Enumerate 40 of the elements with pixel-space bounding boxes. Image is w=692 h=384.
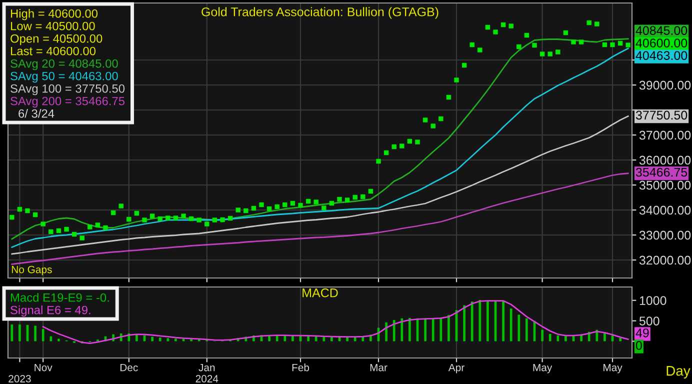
annotation: High = 40600.00 — [10, 9, 98, 20]
x-tick-label: Feb — [292, 364, 310, 372]
x-tick-label: Dec — [120, 364, 138, 372]
series-label: Signal E6 = 49. — [10, 306, 90, 317]
x-tick-label: Jan 2024 — [196, 364, 218, 382]
data-label: 40845.00 — [636, 26, 688, 35]
x-tick-label: May — [533, 364, 552, 374]
data-label: 0 — [636, 340, 642, 350]
chart-title: MACD — [302, 288, 338, 298]
text: SAvg 200 = 35466.75 — [10, 96, 125, 108]
annotation: Low = 40500.00 — [10, 22, 95, 30]
text: SAvg 100 = 37750.50 — [10, 84, 125, 96]
x-tick-label: Apr — [448, 364, 464, 374]
text: Day — [666, 366, 690, 378]
x-tick-label: 2023 — [8, 375, 31, 382]
data-label: 49 — [636, 328, 649, 338]
y-tick-label: 33000.00 — [639, 230, 691, 240]
annotation: Last = 40600.00 — [10, 46, 96, 56]
text: SAvg 20 = 40845.00 — [10, 59, 118, 70]
y-tick-label: 34000.00 — [639, 206, 691, 215]
y-tick-label: 500 — [639, 316, 660, 326]
x-tick-label: Mar — [370, 364, 388, 372]
y-tick-label: 37000.00 — [639, 130, 691, 140]
data-label: 40600.00 — [636, 38, 688, 48]
y-tick-label: 39000.00 — [639, 80, 691, 90]
x-tick-label: Nov — [34, 364, 52, 372]
x-tick-label: May — [604, 364, 622, 374]
annotation: No Gaps — [12, 266, 52, 276]
y-tick-label: 1000 — [640, 296, 666, 306]
text: SAvg 50 = 40463.00 — [10, 72, 118, 83]
chart-title: Gold Traders Association: Bullion (GTAGB) — [202, 7, 438, 19]
data-label: 40463.00 — [636, 51, 688, 60]
data-label: 37750.50 — [636, 110, 688, 120]
series-label: Macd E19-E9 = -0. — [10, 293, 109, 302]
y-tick-label: 36000.00 — [639, 156, 691, 165]
annotation: 6/ 3/24 — [18, 109, 54, 118]
annotation: Open = 40500.00 — [10, 34, 102, 46]
y-tick-label: 32000.00 — [639, 256, 691, 265]
y-tick-label: 35000.00 — [639, 180, 691, 190]
data-label: 35466.75 — [636, 168, 688, 177]
